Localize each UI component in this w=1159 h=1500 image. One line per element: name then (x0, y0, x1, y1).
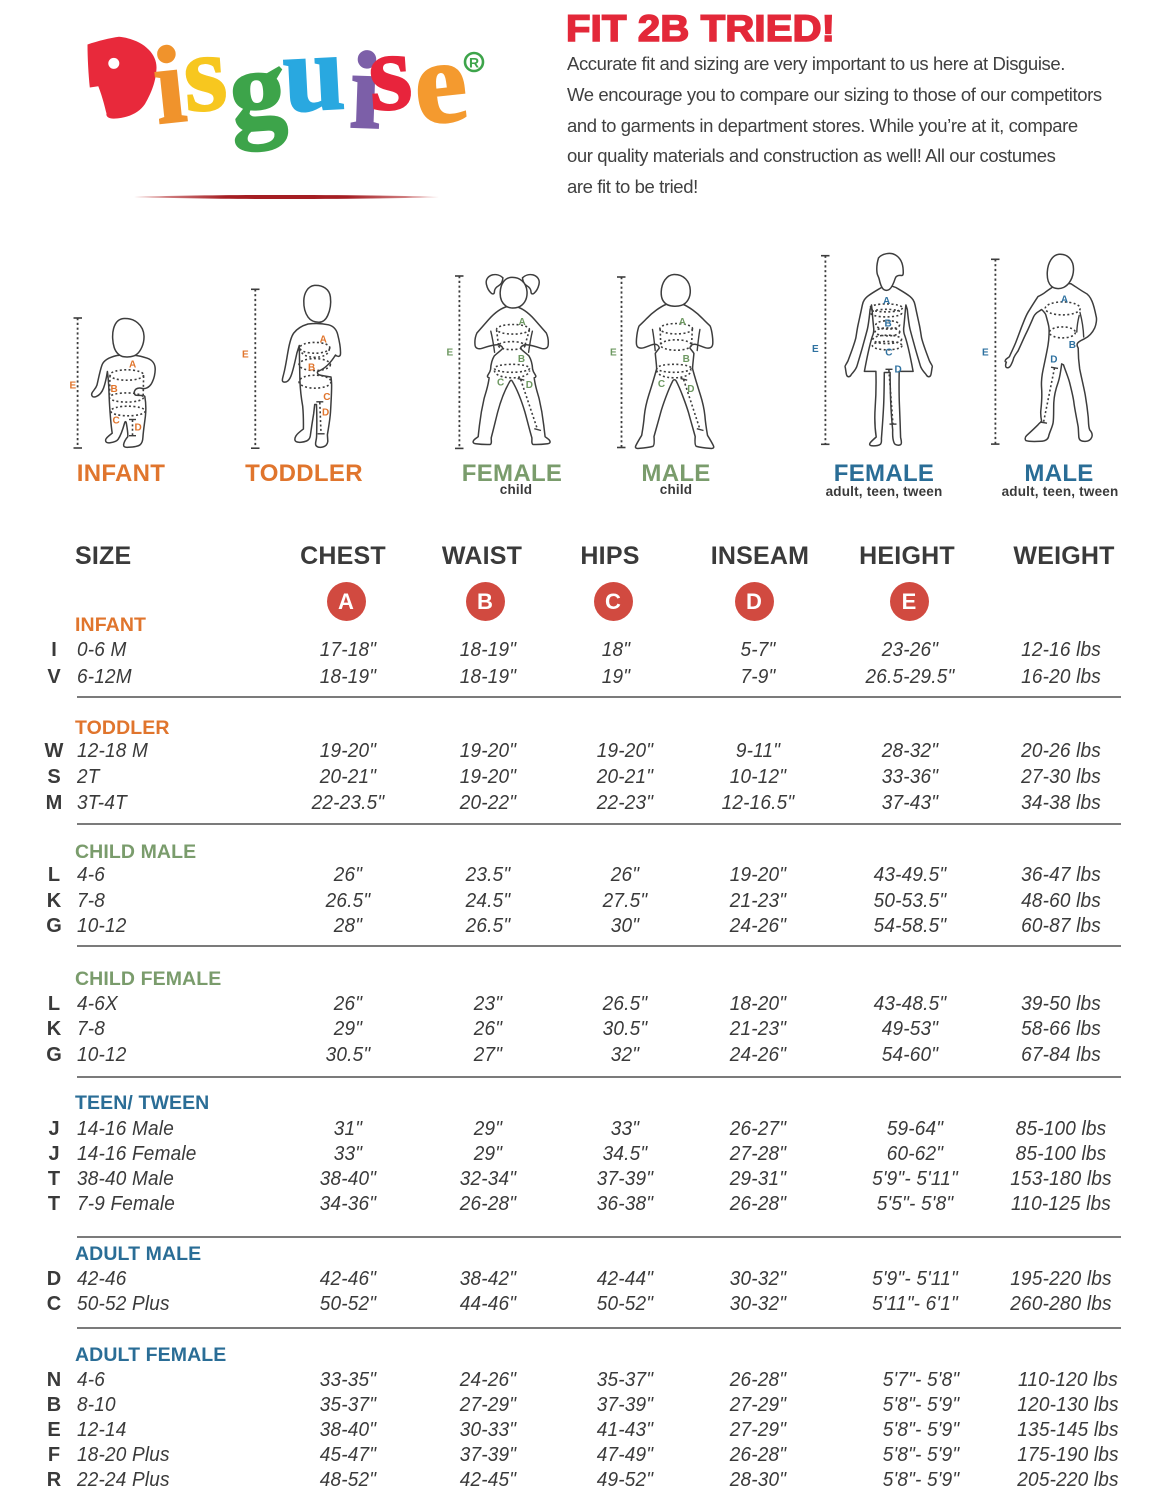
svg-text:C: C (885, 347, 892, 358)
svg-text:E: E (242, 350, 249, 361)
svg-text:C: C (658, 379, 665, 390)
svg-text:D: D (526, 380, 533, 391)
svg-text:D: D (895, 365, 902, 376)
svg-text:A: A (679, 317, 686, 328)
svg-text:E: E (982, 347, 989, 358)
svg-text:E: E (610, 347, 617, 358)
svg-text:B: B (308, 363, 315, 374)
svg-text:A: A (1061, 294, 1068, 305)
svg-text:A: A (129, 360, 136, 371)
svg-text:B: B (1069, 340, 1076, 351)
svg-text:B: B (111, 384, 118, 395)
svg-text:A: A (519, 317, 526, 328)
svg-text:E: E (70, 381, 77, 392)
svg-text:D: D (322, 408, 329, 419)
svg-text:E: E (447, 348, 454, 359)
svg-text:D: D (687, 384, 694, 395)
svg-text:e: e (407, 15, 473, 151)
svg-text:D: D (135, 423, 142, 434)
svg-text:B: B (885, 319, 892, 330)
svg-text:g: g (225, 26, 290, 154)
svg-text:R: R (469, 55, 479, 71)
svg-text:A: A (320, 334, 327, 345)
svg-text:i: i (348, 29, 383, 152)
svg-text:E: E (812, 344, 819, 355)
svg-text:D: D (1050, 355, 1057, 366)
svg-text:B: B (683, 354, 690, 365)
svg-text:B: B (518, 354, 525, 365)
svg-text:s: s (179, 11, 230, 136)
svg-text:u: u (280, 10, 347, 135)
svg-text:C: C (113, 416, 120, 427)
svg-text:s: s (364, 10, 415, 135)
svg-text:C: C (497, 377, 504, 388)
svg-text:C: C (323, 392, 330, 403)
svg-text:A: A (883, 296, 890, 307)
